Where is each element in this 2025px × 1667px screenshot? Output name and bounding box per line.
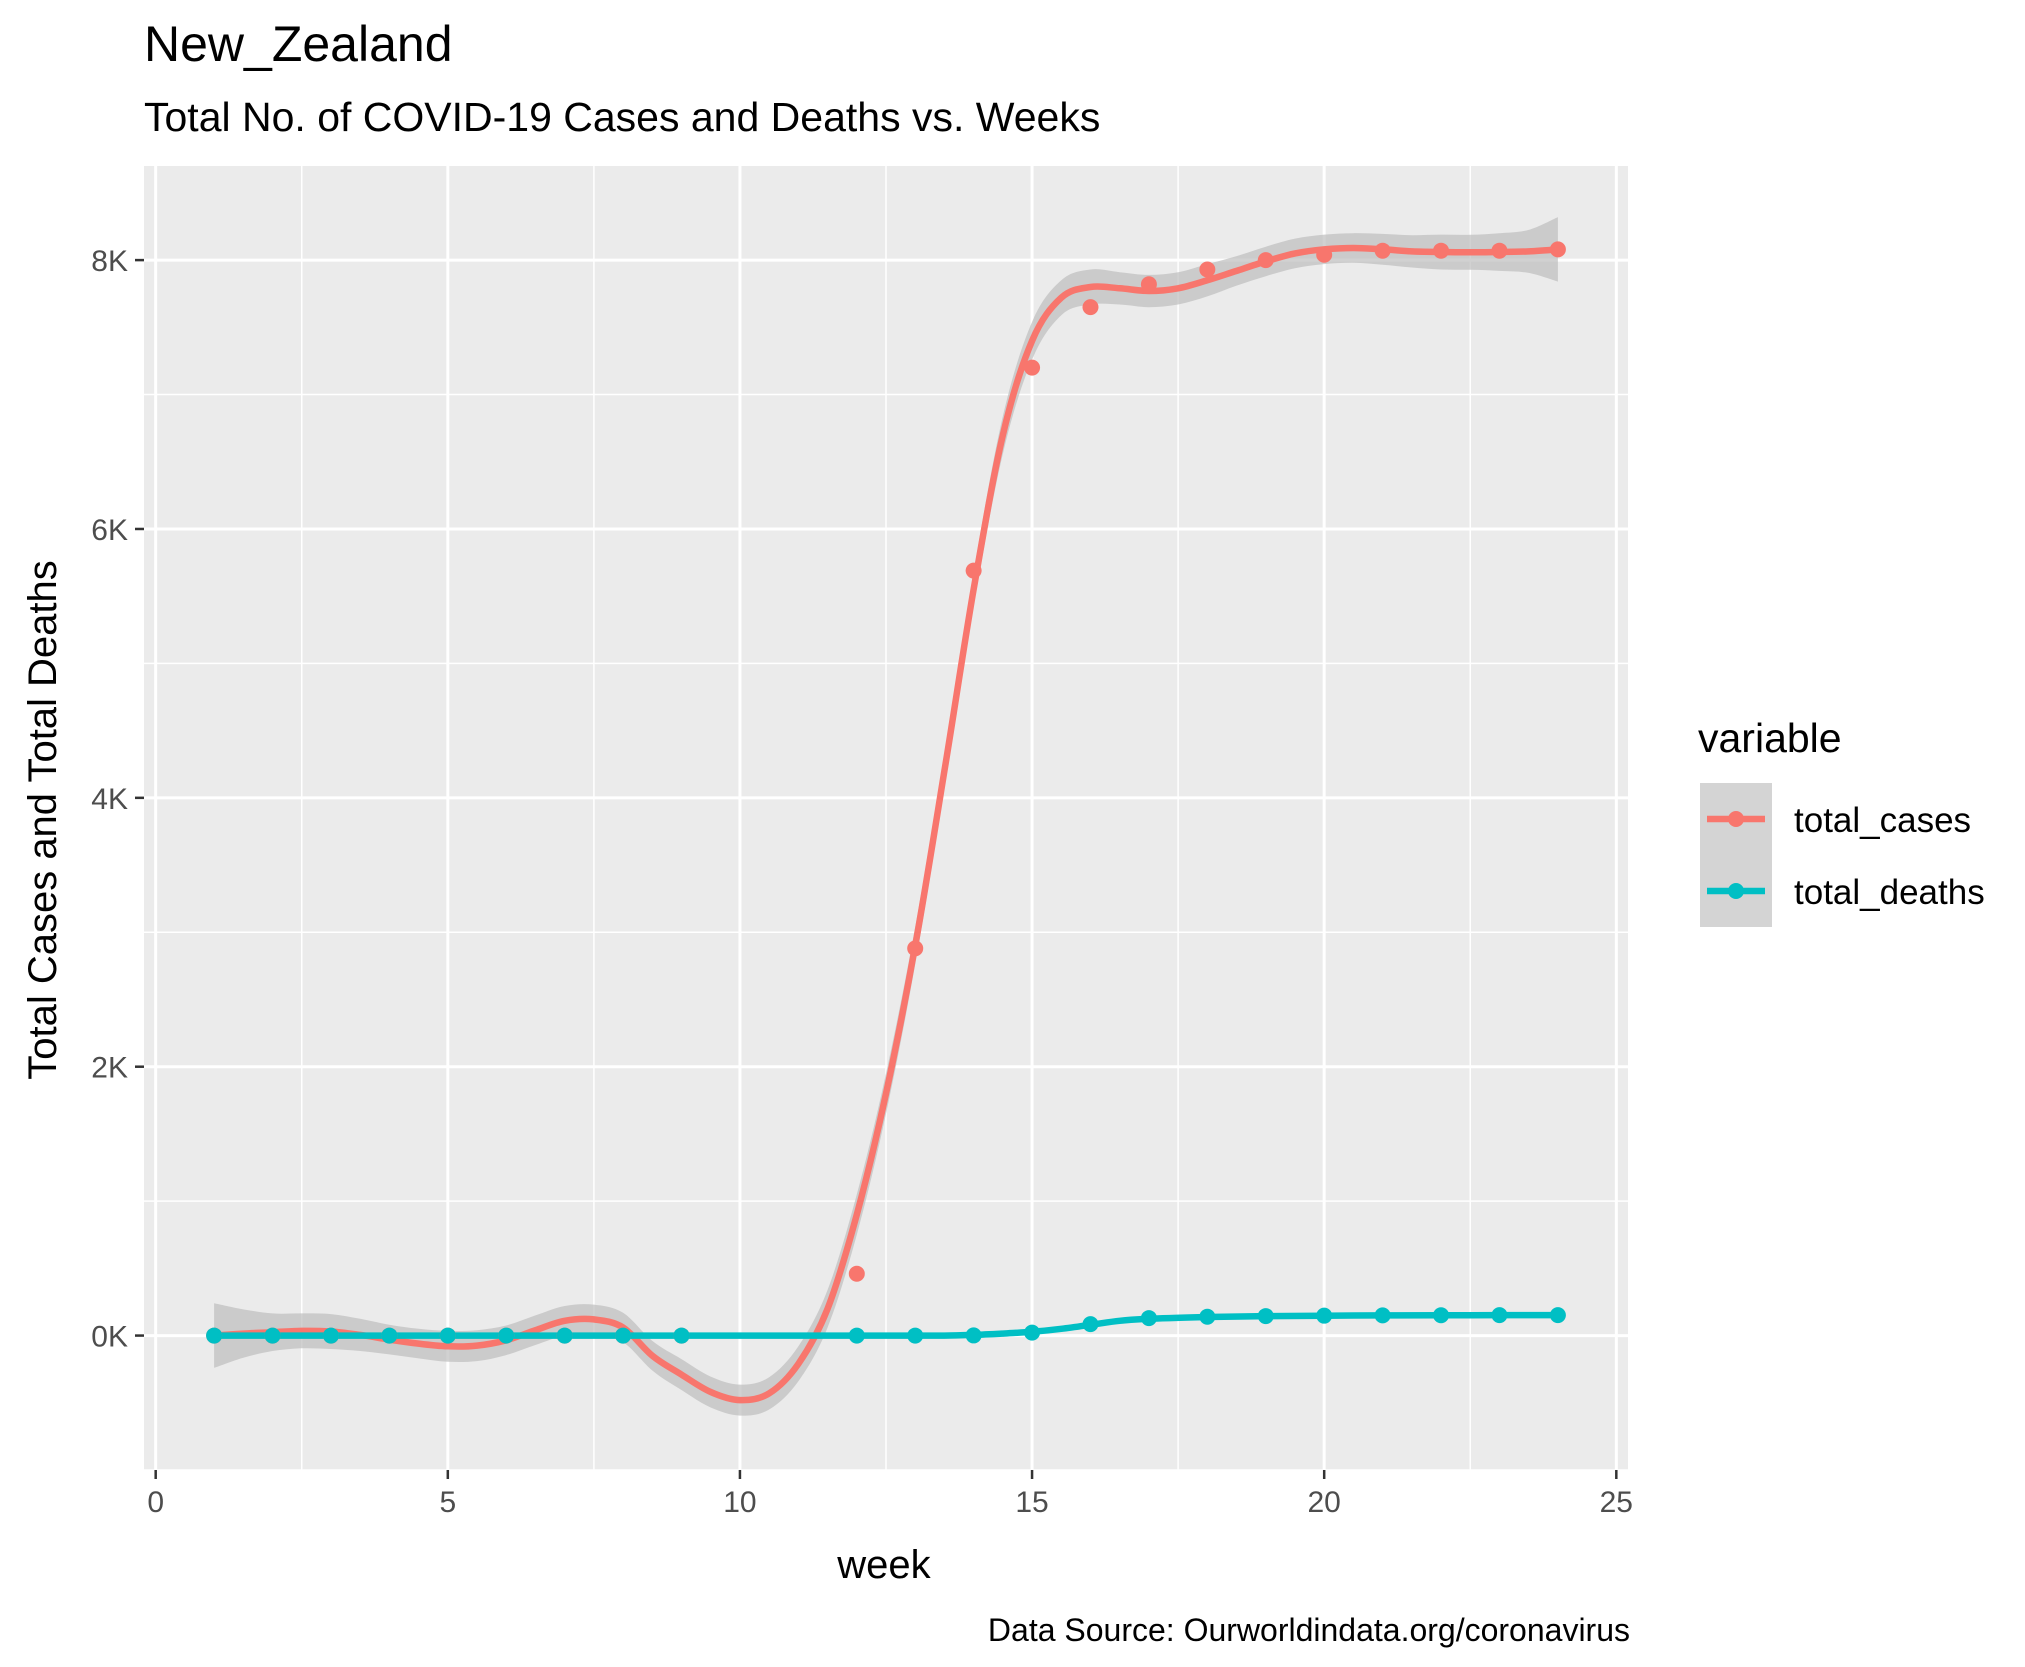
point-total-cases xyxy=(907,940,924,957)
legend-title: variable xyxy=(1698,715,1842,761)
x-tick-label: 20 xyxy=(1308,1486,1341,1519)
x-tick-label: 10 xyxy=(723,1486,756,1519)
point-total-cases xyxy=(1140,276,1157,293)
point-total-deaths xyxy=(439,1327,456,1344)
legend-label-total-deaths: total_deaths xyxy=(1794,873,1985,912)
legend-point-total-cases xyxy=(1728,811,1744,827)
y-tick-label: 6K xyxy=(91,514,128,547)
point-total-cases xyxy=(1024,359,1041,376)
point-total-deaths xyxy=(1257,1308,1274,1325)
grid-major xyxy=(144,166,1628,1470)
point-total-cases xyxy=(1316,246,1333,263)
y-tick-label: 4K xyxy=(91,783,128,816)
point-total-cases xyxy=(1257,252,1274,269)
point-total-cases xyxy=(1549,241,1566,258)
point-total-cases xyxy=(1433,242,1450,259)
point-total-deaths xyxy=(1024,1324,1041,1341)
point-total-cases xyxy=(965,562,982,579)
x-tick-label: 5 xyxy=(439,1486,456,1519)
point-total-deaths xyxy=(1082,1316,1099,1333)
data-points xyxy=(206,241,1566,1344)
point-total-deaths xyxy=(615,1327,632,1344)
point-total-deaths xyxy=(848,1327,865,1344)
chart-title: New_Zealand xyxy=(144,16,453,72)
point-total-deaths xyxy=(556,1327,573,1344)
point-total-cases xyxy=(1082,299,1099,316)
grid-minor xyxy=(144,166,1628,1471)
x-axis-label: week xyxy=(836,1543,931,1587)
point-total-deaths xyxy=(1374,1307,1391,1324)
point-total-deaths xyxy=(1199,1308,1216,1325)
y-tick-label: 8K xyxy=(91,245,128,278)
point-total-deaths xyxy=(965,1327,982,1344)
legend-point-total-deaths xyxy=(1728,883,1744,899)
axes: 0 5 10 15 20 25 0K 2K 4K 6K 8K xyxy=(91,245,1633,1519)
legend-label-total-cases: total_cases xyxy=(1794,801,1971,840)
point-total-deaths xyxy=(1433,1307,1450,1324)
point-total-deaths xyxy=(1140,1310,1157,1327)
point-total-deaths xyxy=(206,1327,223,1344)
x-tick-label: 25 xyxy=(1600,1486,1633,1519)
point-total-deaths xyxy=(322,1327,339,1344)
point-total-deaths xyxy=(264,1327,281,1344)
chart-subtitle: Total No. of COVID-19 Cases and Deaths v… xyxy=(144,94,1100,140)
point-total-deaths xyxy=(498,1327,515,1344)
point-total-deaths xyxy=(1316,1307,1333,1324)
point-total-deaths xyxy=(1549,1307,1566,1324)
y-tick-label: 0K xyxy=(91,1321,128,1354)
legend: variable total_cases total_deaths xyxy=(1698,715,1985,927)
y-tick-label: 2K xyxy=(91,1052,128,1085)
y-axis-label: Total Cases and Total Deaths xyxy=(21,560,65,1080)
x-tick-label: 15 xyxy=(1015,1486,1048,1519)
point-total-deaths xyxy=(381,1327,398,1344)
point-total-cases xyxy=(848,1265,865,1282)
point-total-cases xyxy=(1374,242,1391,259)
point-total-cases xyxy=(1491,242,1508,259)
point-total-deaths xyxy=(673,1327,690,1344)
point-total-cases xyxy=(1199,261,1216,278)
caption: Data Source: Ourworldindata.org/coronavi… xyxy=(988,1612,1630,1648)
x-tick-label: 0 xyxy=(147,1486,164,1519)
point-total-deaths xyxy=(1491,1307,1508,1324)
line-total-deaths xyxy=(214,1311,1558,1339)
point-total-deaths xyxy=(907,1327,924,1344)
